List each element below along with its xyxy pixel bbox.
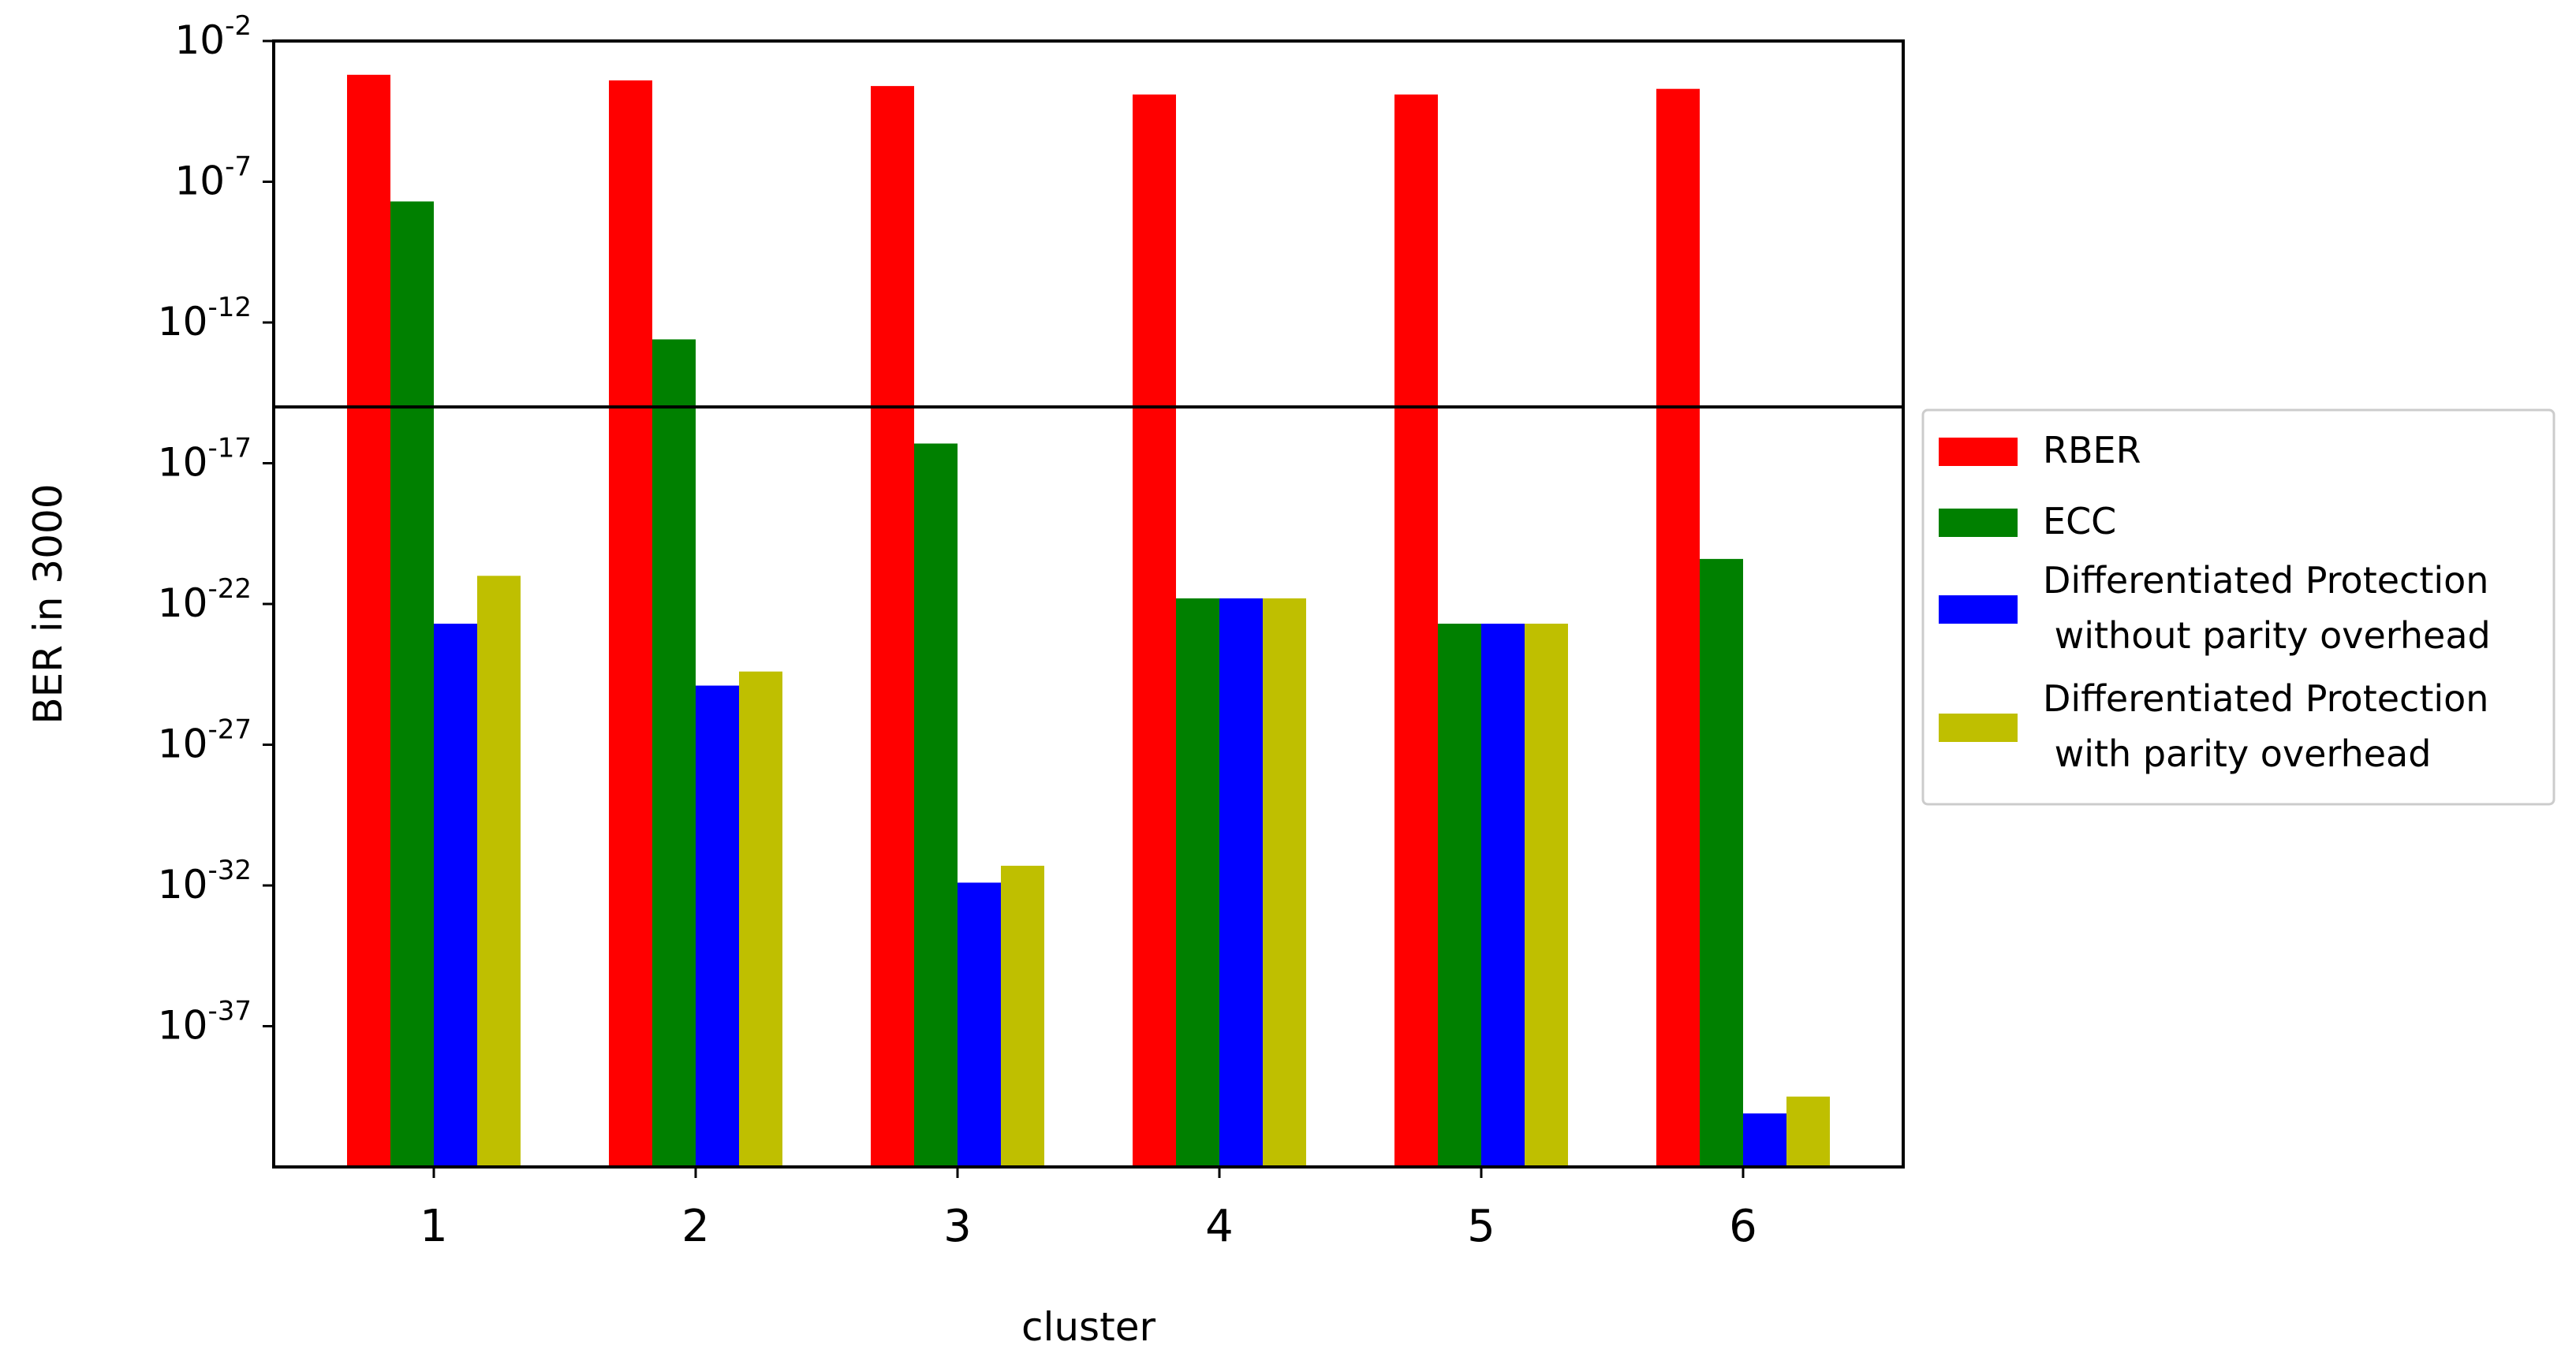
y-tick-exponent: -32 bbox=[207, 855, 252, 886]
bar-cluster-3-series-3 bbox=[958, 882, 1001, 1167]
bar-cluster-1-series-2 bbox=[390, 201, 434, 1168]
y-tick-base: 10 bbox=[174, 17, 225, 63]
y-tick-label: 10-22 bbox=[158, 573, 252, 626]
legend-label-4: Differentiated Protection with parity ov… bbox=[2043, 677, 2488, 775]
bar-cluster-1-series-1 bbox=[347, 74, 390, 1168]
y-tick-exponent: -12 bbox=[207, 292, 252, 323]
bar-cluster-2-series-3 bbox=[696, 685, 739, 1167]
y-tick-label: 10-7 bbox=[174, 151, 252, 204]
legend-swatch-4 bbox=[1939, 714, 2018, 742]
y-tick-base: 10 bbox=[158, 299, 208, 345]
y-tick-base: 10 bbox=[158, 1003, 208, 1049]
y-tick-base: 10 bbox=[174, 158, 225, 204]
legend-swatch-1 bbox=[1939, 438, 2018, 466]
y-axis-label: BER in 3000 bbox=[25, 483, 71, 724]
bar-cluster-5-series-3 bbox=[1481, 623, 1525, 1167]
x-tick-label-6: 6 bbox=[1729, 1201, 1757, 1252]
bar-cluster-1-series-3 bbox=[434, 623, 477, 1167]
y-tick-label: 10-32 bbox=[158, 855, 252, 908]
y-tick-label: 10-27 bbox=[158, 714, 252, 767]
legend-label-1: RBER bbox=[2043, 429, 2141, 472]
bar-cluster-4-series-4 bbox=[1263, 598, 1306, 1167]
bar-cluster-6-series-4 bbox=[1786, 1096, 1830, 1167]
bar-cluster-3-series-4 bbox=[1001, 866, 1044, 1167]
bar-cluster-2-series-2 bbox=[652, 339, 696, 1167]
y-tick-exponent: -27 bbox=[207, 714, 252, 746]
y-tick-base: 10 bbox=[158, 440, 208, 486]
bars-layer bbox=[347, 74, 1830, 1168]
legend-swatch-2 bbox=[1939, 509, 2018, 537]
bar-cluster-6-series-2 bbox=[1700, 558, 1743, 1167]
x-tick-label-1: 1 bbox=[420, 1201, 448, 1252]
y-tick-exponent: -37 bbox=[207, 996, 252, 1027]
bar-cluster-2-series-1 bbox=[609, 80, 652, 1168]
legend-label-2: ECC bbox=[2043, 500, 2116, 542]
bar-cluster-2-series-4 bbox=[739, 671, 782, 1167]
legend-box bbox=[1921, 408, 2555, 806]
bar-cluster-3-series-1 bbox=[871, 86, 914, 1168]
x-axis-ticks: 1 2 3 4 5 6 bbox=[420, 1167, 1757, 1252]
y-tick-base: 10 bbox=[158, 862, 208, 908]
y-tick-label: 10-37 bbox=[158, 996, 252, 1049]
bar-cluster-5-series-4 bbox=[1525, 623, 1568, 1167]
x-tick-label-4: 4 bbox=[1205, 1201, 1234, 1252]
y-tick-base: 10 bbox=[158, 721, 208, 767]
legend-swatch-3 bbox=[1939, 595, 2018, 624]
y-tick-label: 10-2 bbox=[174, 10, 252, 63]
x-tick-label-5: 5 bbox=[1467, 1201, 1495, 1252]
legend-label-3: Differentiated Protection without parity… bbox=[2043, 559, 2491, 657]
legend: RBER ECC Differentiated Protection without… bbox=[1921, 408, 2555, 806]
y-tick-exponent: -2 bbox=[225, 10, 252, 42]
bar-cluster-1-series-4 bbox=[477, 576, 521, 1167]
y-tick-base: 10 bbox=[158, 580, 208, 626]
bar-cluster-3-series-2 bbox=[914, 443, 958, 1167]
bar-cluster-6-series-3 bbox=[1743, 1113, 1786, 1167]
bar-cluster-4-series-2 bbox=[1176, 598, 1219, 1167]
y-tick-exponent: -22 bbox=[207, 573, 252, 605]
y-tick-exponent: -17 bbox=[207, 433, 252, 464]
x-tick-label-2: 2 bbox=[681, 1201, 710, 1252]
x-tick-label-3: 3 bbox=[943, 1201, 972, 1252]
y-tick-exponent: -7 bbox=[225, 151, 252, 183]
bar-cluster-4-series-3 bbox=[1219, 598, 1263, 1167]
x-axis-label: cluster bbox=[1021, 1304, 1155, 1350]
y-tick-label: 10-17 bbox=[158, 433, 252, 486]
bar-cluster-6-series-1 bbox=[1656, 88, 1700, 1168]
bar-cluster-5-series-1 bbox=[1394, 94, 1438, 1168]
y-tick-label: 10-12 bbox=[158, 292, 252, 345]
bar-cluster-4-series-1 bbox=[1133, 94, 1176, 1168]
bar-cluster-5-series-2 bbox=[1438, 623, 1481, 1167]
